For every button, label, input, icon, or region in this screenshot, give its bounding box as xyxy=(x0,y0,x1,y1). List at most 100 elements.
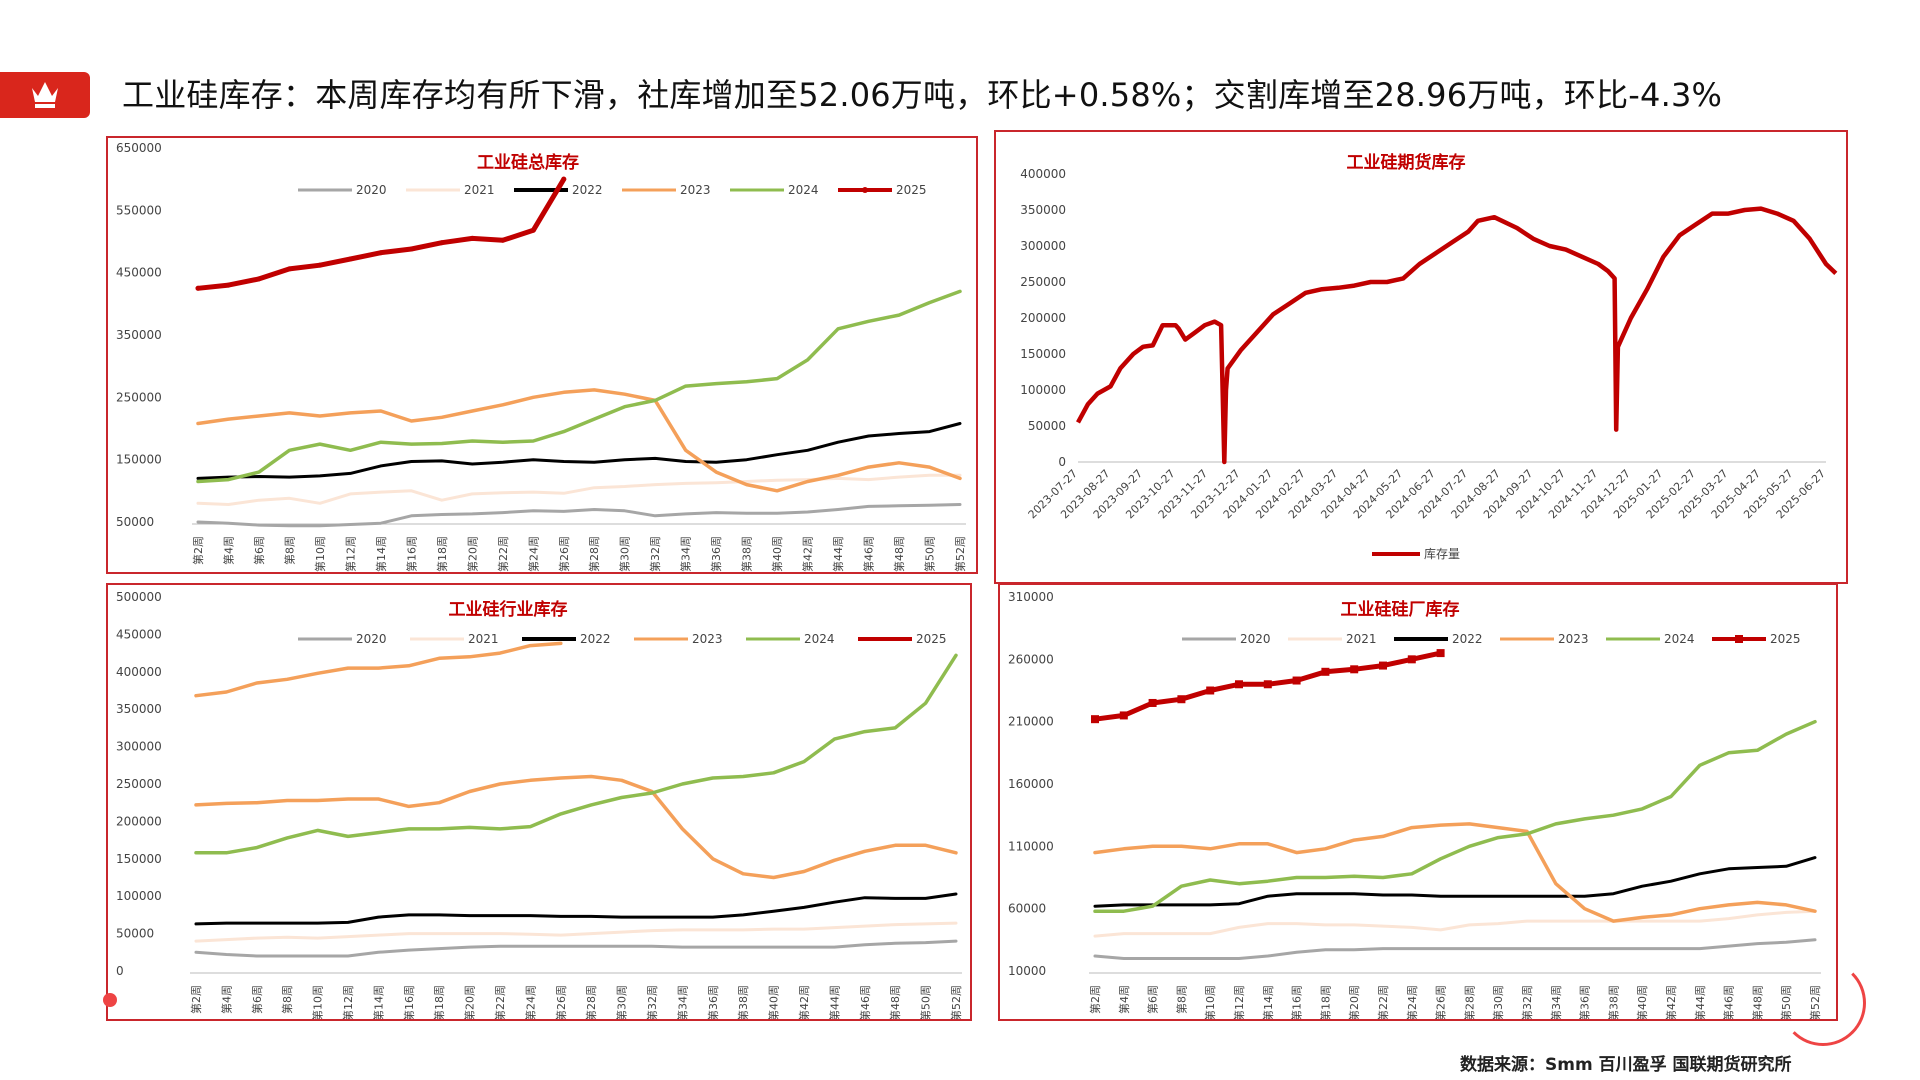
legend-label: 2024 xyxy=(788,183,819,197)
x-tick-label: 第18周 xyxy=(1318,985,1332,1019)
x-tick-label: 第46周 xyxy=(1722,985,1736,1019)
total-inventory-chart: 工业硅总库存 650000 550000 450000 350000 250000 1500… xyxy=(116,141,967,572)
x-tick-label: 第48周 xyxy=(1750,985,1764,1019)
x-tick-label: 第20周 xyxy=(463,985,477,1019)
x-tick-label: 第48周 xyxy=(892,536,906,572)
x-tick-label: 第16周 xyxy=(1290,985,1304,1019)
chart-panel-industry: 工业硅行业库存 500000 450000 400000 350000 300000 250… xyxy=(106,583,972,1021)
y-tick-label: 250000 xyxy=(116,777,162,791)
y-tick-label: 50000 xyxy=(1028,419,1066,433)
series-point-2025 xyxy=(225,282,231,288)
series-point-2025 xyxy=(1119,711,1128,720)
x-tick-label: 第6周 xyxy=(250,985,264,1014)
crown-icon xyxy=(32,82,58,108)
series-line-2025 xyxy=(194,641,563,698)
series-point-2025 xyxy=(1148,698,1157,707)
y-tick-label: 300000 xyxy=(116,740,162,754)
x-tick-label: 第6周 xyxy=(252,536,266,565)
y-tick-label: 550000 xyxy=(116,203,162,217)
series-point-2025 xyxy=(1235,680,1243,689)
y-tick-label: 400000 xyxy=(1020,167,1066,181)
x-tick-label: 第12周 xyxy=(343,536,357,572)
x-tick-label: 第42周 xyxy=(797,985,811,1019)
legend-label: 2023 xyxy=(1558,632,1589,646)
series-point-2025 xyxy=(439,240,445,246)
x-tick-label: 第26周 xyxy=(1434,985,1448,1019)
decorative-dot xyxy=(103,993,117,1007)
y-tick-label: 500000 xyxy=(116,590,162,604)
x-tick-label: 第34周 xyxy=(675,985,689,1019)
x-tick-label: 第10周 xyxy=(313,536,327,572)
x-tick-label: 第50周 xyxy=(919,985,933,1019)
x-tick-label: 第16周 xyxy=(402,985,416,1019)
x-tick-label: 第14周 xyxy=(371,985,385,1019)
x-tick-label: 第30周 xyxy=(618,536,632,572)
series-line-2021 xyxy=(1093,909,1817,938)
x-tick-label: 第8周 xyxy=(280,985,294,1014)
legend-label: 2022 xyxy=(580,632,611,646)
series-line-2024 xyxy=(1093,719,1817,913)
x-tick-label: 第32周 xyxy=(1520,985,1534,1019)
logo-badge xyxy=(0,72,90,118)
y-tick-label: 100000 xyxy=(1020,383,1066,397)
x-tick-label: 第2周 xyxy=(191,536,205,565)
x-tick-label: 第40周 xyxy=(1635,985,1649,1019)
y-tick-label: 50000 xyxy=(116,515,154,529)
x-tick-label: 第32周 xyxy=(648,536,662,572)
y-tick-label: 100000 xyxy=(116,889,162,903)
y-tick-label: 650000 xyxy=(116,141,162,155)
legend-label: 2024 xyxy=(804,632,835,646)
y-tick-label: 200000 xyxy=(116,814,162,828)
chart-panel-factory: 工业硅硅厂库存 310000 260000 210000 160000 110000 600… xyxy=(998,583,1838,1021)
series-point-2025 xyxy=(378,250,384,256)
x-tick-label: 第46周 xyxy=(858,985,872,1019)
x-tick-label: 第22周 xyxy=(1376,985,1390,1019)
x-tick-label: 第36周 xyxy=(709,536,723,572)
decorative-arc xyxy=(1780,960,1866,1046)
legend-label: 2025 xyxy=(1770,632,1801,646)
series-point-2025 xyxy=(500,237,506,243)
industry-inventory-chart: 工业硅行业库存500000450000400000350000300000250… xyxy=(116,590,963,1019)
x-tick-label: 第44周 xyxy=(831,536,845,572)
legend-label: 2020 xyxy=(356,183,387,197)
x-tick-label: 第4周 xyxy=(1117,985,1131,1014)
y-tick-label: 50000 xyxy=(116,927,154,941)
series-point-2025 xyxy=(317,262,323,268)
y-tick-label: 350000 xyxy=(116,328,162,342)
x-tick-label: 第12周 xyxy=(1232,985,1246,1019)
series-point-2025 xyxy=(530,227,536,233)
legend-label: 2021 xyxy=(1346,632,1377,646)
series-line-2021 xyxy=(196,473,962,506)
y-tick-label: 160000 xyxy=(1008,777,1054,791)
chart-title: 工业硅行业库存 xyxy=(449,599,568,620)
y-tick-label: 250000 xyxy=(116,390,162,404)
x-tick-label: 第28周 xyxy=(587,536,601,572)
x-tick-label: 第42周 xyxy=(1664,985,1678,1019)
series-line-2020 xyxy=(196,503,962,528)
x-tick-label: 第48周 xyxy=(888,985,902,1019)
y-tick-label: 350000 xyxy=(116,702,162,716)
series-point-2025 xyxy=(1263,680,1272,689)
series-line-inventory xyxy=(1076,206,1838,465)
series-point-2025 xyxy=(1292,676,1301,685)
x-tick-label: 第34周 xyxy=(679,536,693,572)
y-tick-label: 0 xyxy=(116,964,124,978)
series-line-2020 xyxy=(1093,938,1817,960)
series-point-2025 xyxy=(408,246,414,252)
x-tick-label: 第12周 xyxy=(341,985,355,1019)
series-line-2023 xyxy=(194,774,958,880)
x-tick-label: 第16周 xyxy=(404,536,418,572)
page-title: 工业硅库存：本周库存均有所下滑，社库增加至52.06万吨，环比+0.58%；交割… xyxy=(122,76,1723,114)
x-tick-label: 第30周 xyxy=(1491,985,1505,1019)
x-tick-label: 第40周 xyxy=(767,985,781,1019)
factory-inventory-chart: 工业硅硅厂库存 310000 260000 210000 160000 110000 600… xyxy=(1008,590,1822,1019)
series-line-2022 xyxy=(196,422,962,480)
y-tick-label: 400000 xyxy=(116,665,162,679)
y-tick-label: 350000 xyxy=(1020,203,1066,217)
series-line-2024 xyxy=(196,289,962,484)
x-tick-label: 第18周 xyxy=(435,536,449,572)
legend-label: 2021 xyxy=(468,632,499,646)
x-tick-label: 第44周 xyxy=(1693,985,1707,1019)
x-tick-label: 第38周 xyxy=(1606,985,1620,1019)
series-point-2025 xyxy=(1206,686,1215,695)
